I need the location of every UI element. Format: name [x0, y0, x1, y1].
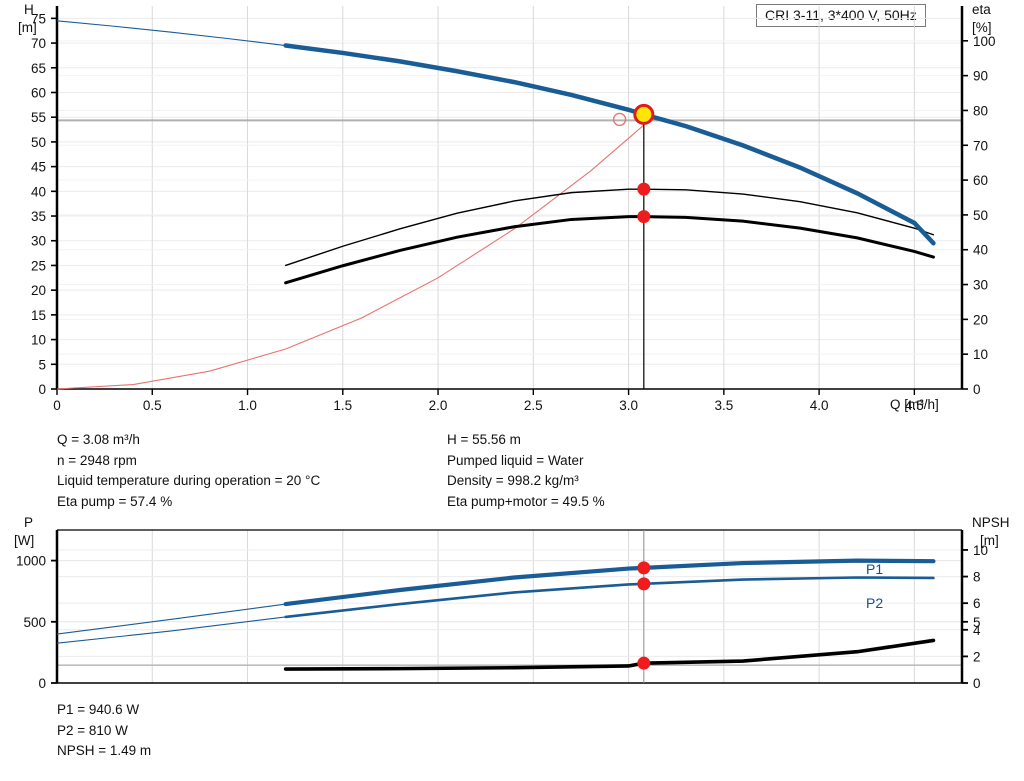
top-y-right-axis-title-line1: eta: [972, 2, 991, 17]
tick-label-left: 15: [31, 308, 46, 323]
bottom-y-right-axis-title-line1: NPSH: [972, 515, 1010, 530]
tick-label-left: 10: [31, 333, 46, 348]
tick-label-bottom: 3.0: [619, 398, 638, 413]
tick-label-left: 30: [31, 234, 46, 249]
tick-label-left: 1000: [16, 554, 46, 569]
top-y-left-axis-title-line1: H: [24, 2, 34, 17]
p2-curve: [284, 576, 935, 619]
chart-title-box: CRI 3-11, 3*400 V, 50Hz: [756, 4, 926, 27]
tick-label-right-extra: 5: [973, 615, 981, 630]
tick-label-left: 0: [38, 676, 46, 691]
tick-label-left: 5: [38, 357, 46, 372]
power-info-line: NPSH = 1.49 m: [57, 743, 152, 758]
duty-marker-p2: [637, 577, 651, 591]
npsh-curve: [283, 638, 936, 671]
duty-marker-eta-pump: [637, 182, 651, 196]
duty-info-line: Liquid temperature during operation = 20…: [57, 473, 321, 488]
duty-point-marker[interactable]: [633, 103, 655, 125]
tick-label-left: 70: [31, 36, 46, 51]
tick-label-bottom: 0.5: [143, 398, 162, 413]
tick-label-left: 35: [31, 209, 46, 224]
tick-label-left: 40: [31, 184, 46, 199]
duty-info-left-column: Q = 3.08 m³/h n = 2948 rpm Liquid temper…: [57, 430, 447, 512]
top-chart-canvas: 0 5 10 15 20 25 30 35 40 45 50 55 60 65 70 75 0 10 20 30 40 5…: [31, 6, 996, 413]
tick-label-left: 45: [31, 160, 46, 175]
power-info-line: P1 = 940.6 W: [57, 702, 140, 717]
tick-label-right: 70: [973, 138, 988, 153]
duty-info-line: Eta pump = 57.4 %: [57, 493, 173, 509]
tick-label-left: 55: [31, 110, 46, 125]
tick-label-left: 50: [31, 135, 46, 150]
tick-label-right: 90: [973, 69, 988, 84]
top-chart: H [m] eta [%] Q [m³/h] 0 5 10 15 20 25 30 35 40 4…: [18, 2, 996, 413]
tick-label-left: 60: [31, 85, 46, 100]
tick-label-right: 30: [973, 278, 988, 293]
duty-info-right-column: H = 55.56 m Pumped liquid = Water Densit…: [447, 430, 827, 512]
p1-curve: [283, 558, 936, 607]
tick-label-right: 40: [973, 243, 988, 258]
tick-label-right: 60: [973, 173, 988, 188]
tick-label-right: 2: [973, 649, 981, 664]
head-curve-thin-segment: [56, 20, 286, 47]
duty-marker-npsh: [637, 656, 651, 670]
tick-label-left: 65: [31, 61, 46, 76]
tick-label-right: 100: [973, 34, 996, 49]
duty-info-line: Eta pump+motor = 49.5 %: [447, 493, 605, 509]
p2-curve-thin-segment: [56, 616, 286, 644]
eta-pump-curve: [284, 188, 935, 267]
bottom-y-left-axis-title-line2: [W]: [14, 533, 35, 548]
tick-label-bottom: 3.5: [714, 398, 733, 413]
tick-label-left: 0: [38, 382, 46, 397]
duty-info-line: H = 55.56 m: [447, 432, 521, 447]
bottom-y-right-axis-title-line2: [m]: [980, 533, 999, 548]
tick-label-bottom: 1.5: [333, 398, 352, 413]
tick-label-right: 10: [973, 543, 988, 558]
tick-label-left: 20: [31, 283, 46, 298]
bottom-y-left-axis-title-line1: P: [24, 515, 34, 530]
top-x-axis-title: Q [m³/h]: [890, 397, 939, 412]
tick-label-right: 10: [973, 347, 988, 362]
tick-label-left: 500: [23, 615, 46, 630]
tick-label-right: 4: [973, 623, 981, 638]
tick-label-right: 50: [973, 208, 988, 223]
tick-label-bottom: 2.0: [429, 398, 448, 413]
series-label-p1: P1: [866, 561, 884, 577]
tick-label-bottom: 1.0: [238, 398, 257, 413]
top-y-right-axis-title-line2: [%]: [972, 20, 992, 35]
power-info-block: P1 = 940.6 W P2 = 810 W NPSH = 1.49 m: [57, 700, 357, 762]
tick-label-right: 80: [973, 103, 988, 118]
tick-label-right: 0: [973, 676, 981, 691]
system-curve-intersection-marker: [612, 112, 627, 127]
power-info-line: P2 = 810 W: [57, 722, 128, 738]
tick-label-bottom: 4.5: [905, 398, 924, 413]
duty-marker-p1: [637, 561, 651, 575]
tick-label-left: 25: [31, 258, 46, 273]
tick-label-bottom: 2.5: [524, 398, 543, 413]
system-curve: [56, 124, 645, 390]
duty-marker-eta-pump-motor: [637, 210, 651, 224]
bottom-chart-canvas: 0 500 1000 0 2 4 6 8 10 5: [16, 529, 988, 691]
tick-label-right: 6: [973, 596, 981, 611]
duty-info-line: Pumped liquid = Water: [447, 452, 584, 468]
tick-label-bottom: 0: [53, 398, 61, 413]
series-label-p2: P2: [866, 595, 884, 611]
tick-label-right: 20: [973, 312, 988, 327]
bottom-chart: P [W] NPSH [m] 0 500 1000 0 2 4 6 8 10 5 P1 P2: [0, 515, 1024, 695]
duty-info-line: Density = 998.2 kg/m³: [447, 473, 579, 488]
tick-label-left: 75: [31, 11, 46, 26]
tick-label-bottom: 4.0: [810, 398, 829, 413]
p1-curve-thin-segment: [56, 603, 286, 635]
tick-label-right: 8: [973, 570, 981, 585]
tick-label-right: 0: [973, 382, 981, 397]
top-y-left-axis-title-line2: [m]: [18, 20, 37, 35]
eta-pump-motor-curve: [284, 215, 935, 285]
chart-title-text: CRI 3-11, 3*400 V, 50Hz: [765, 7, 917, 23]
duty-info-line: n = 2948 rpm: [57, 452, 137, 468]
duty-info-line: Q = 3.08 m³/h: [57, 432, 140, 447]
